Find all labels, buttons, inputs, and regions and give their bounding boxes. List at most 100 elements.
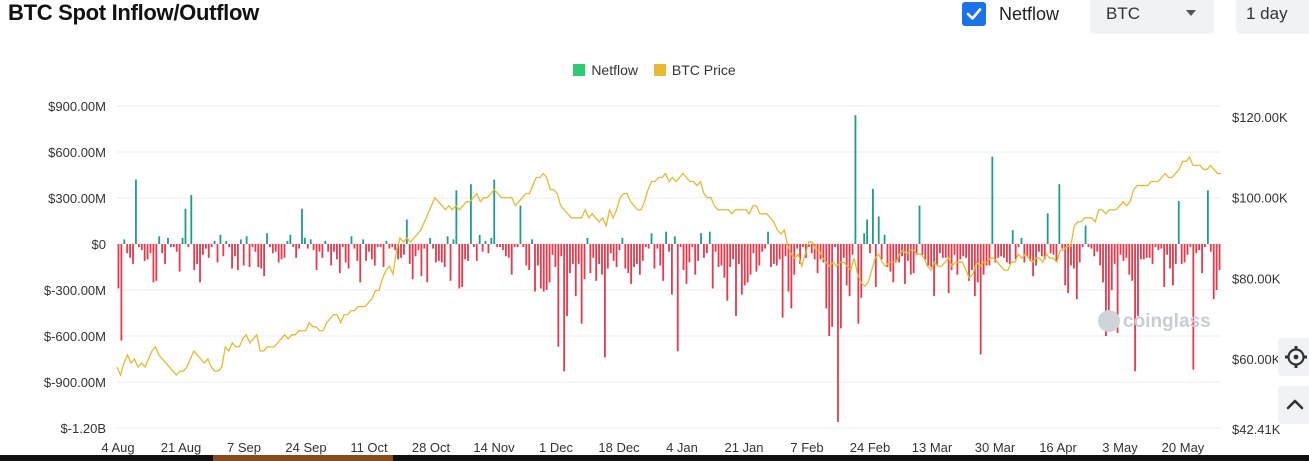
netflow-bar xyxy=(347,244,350,269)
netflow-bar xyxy=(137,244,140,248)
netflow-bar xyxy=(860,244,863,298)
netflow-bar xyxy=(411,244,414,280)
netflow-bar xyxy=(778,244,781,260)
netflow-bar xyxy=(720,244,723,266)
netflow-bar xyxy=(933,244,935,297)
netflow-bar xyxy=(787,244,790,292)
netflow-bar xyxy=(679,244,682,248)
netflow-bar xyxy=(152,244,155,283)
netflow-bar xyxy=(839,244,842,329)
netflow-bar xyxy=(688,244,691,263)
netflow-bar xyxy=(738,244,740,264)
netflow-checkbox[interactable] xyxy=(962,2,986,26)
netflow-bar xyxy=(365,244,367,261)
netflow-bar xyxy=(309,239,312,244)
netflow-bar xyxy=(219,234,222,244)
netflow-bar xyxy=(1003,244,1005,258)
netflow-bar xyxy=(504,244,507,257)
netflow-bar xyxy=(429,237,432,244)
netflow-bar xyxy=(382,244,385,267)
netflow-bar xyxy=(545,244,548,290)
netflow-bar xyxy=(146,244,149,260)
netflow-bar xyxy=(397,244,399,260)
netflow-bar xyxy=(743,244,746,286)
netflow-bar xyxy=(659,244,662,266)
netflow-bar xyxy=(740,244,743,295)
netflow-bar xyxy=(962,244,965,257)
netflow-bar xyxy=(577,244,580,264)
netflow-bar xyxy=(609,244,612,254)
netflow-bar xyxy=(930,244,933,267)
netflow-bar xyxy=(735,244,737,317)
netflow-bar xyxy=(129,244,132,258)
netflow-bar xyxy=(892,244,895,283)
legend-item-netflow[interactable]: Netflow xyxy=(573,62,638,78)
netflow-bar xyxy=(831,244,834,327)
netflow-bar xyxy=(507,244,510,258)
scrollbar-thumb[interactable] xyxy=(213,455,393,461)
netflow-bar xyxy=(1154,244,1157,248)
netflow-bar xyxy=(1032,244,1035,277)
netflow-bar xyxy=(717,244,720,267)
netflow-bar xyxy=(1052,244,1055,255)
netflow-bar xyxy=(810,244,813,254)
netflow-bar xyxy=(1139,244,1142,260)
netflow-bar xyxy=(752,244,755,254)
netflow-bar xyxy=(1072,244,1075,269)
x-tick-label: 4 Jan xyxy=(666,440,698,455)
netflow-bar xyxy=(484,240,487,244)
y-tick-label-right: $60.00K xyxy=(1232,352,1281,367)
legend-item-btc-price[interactable]: BTC Price xyxy=(653,62,736,78)
netflow-bar xyxy=(1055,244,1058,261)
netflow-bar xyxy=(636,244,638,264)
netflow-bar xyxy=(161,244,164,254)
netflow-bar xyxy=(190,194,193,244)
netflow-bar xyxy=(1166,244,1169,255)
netflow-bar xyxy=(362,239,365,244)
netflow-bar xyxy=(458,244,461,289)
netflow-bar xyxy=(350,236,353,244)
netflow-bar xyxy=(321,244,324,258)
y-tick-label-right: $100.00K xyxy=(1232,191,1288,206)
netflow-bar xyxy=(1119,244,1122,255)
netflow-bar xyxy=(531,239,533,244)
netflow-bar xyxy=(758,244,761,266)
netflow-bar xyxy=(123,239,126,244)
netflow-bar xyxy=(1026,244,1029,257)
netflow-bar xyxy=(563,244,566,372)
netflow-bar xyxy=(772,244,775,264)
netflow-bar xyxy=(1046,213,1049,244)
netflow-bar xyxy=(1070,244,1072,266)
bottom-scrollbar[interactable] xyxy=(0,455,1309,461)
netflow-bar xyxy=(1218,244,1221,271)
netflow-bar xyxy=(155,244,158,281)
netflow-bar xyxy=(312,244,315,251)
interval-select[interactable]: 1 day xyxy=(1236,0,1309,34)
netflow-bar xyxy=(548,244,551,283)
netflow-bar xyxy=(863,233,866,244)
netflow-bar xyxy=(228,244,231,248)
x-tick-label: 21 Jan xyxy=(724,440,763,455)
scroll-top-button[interactable] xyxy=(1278,386,1309,424)
netflow-bar xyxy=(403,244,405,255)
netflow-bar xyxy=(376,244,379,248)
settings-button[interactable] xyxy=(1278,338,1309,376)
netflow-bar xyxy=(169,244,172,248)
coin-select[interactable]: BTC xyxy=(1090,0,1214,34)
netflow-bar xyxy=(1177,201,1180,244)
netflow-bar xyxy=(1107,244,1110,313)
netflow-bar xyxy=(1189,244,1192,248)
netflow-bar xyxy=(132,244,134,264)
netflow-bar xyxy=(842,244,845,258)
netflow-bar xyxy=(164,244,166,264)
netflow-bar xyxy=(338,244,341,274)
netflow-checkbox-label[interactable]: Netflow xyxy=(999,4,1060,24)
netflow-bar xyxy=(260,244,263,269)
y-tick-label-left: $-300.00M xyxy=(44,283,106,298)
netflow-bar xyxy=(216,244,219,263)
netflow-bar xyxy=(525,244,528,266)
btc-price-line xyxy=(116,156,1221,378)
netflow-bar xyxy=(1169,244,1171,269)
netflow-bar xyxy=(423,244,426,249)
netflow-bar xyxy=(982,244,985,275)
